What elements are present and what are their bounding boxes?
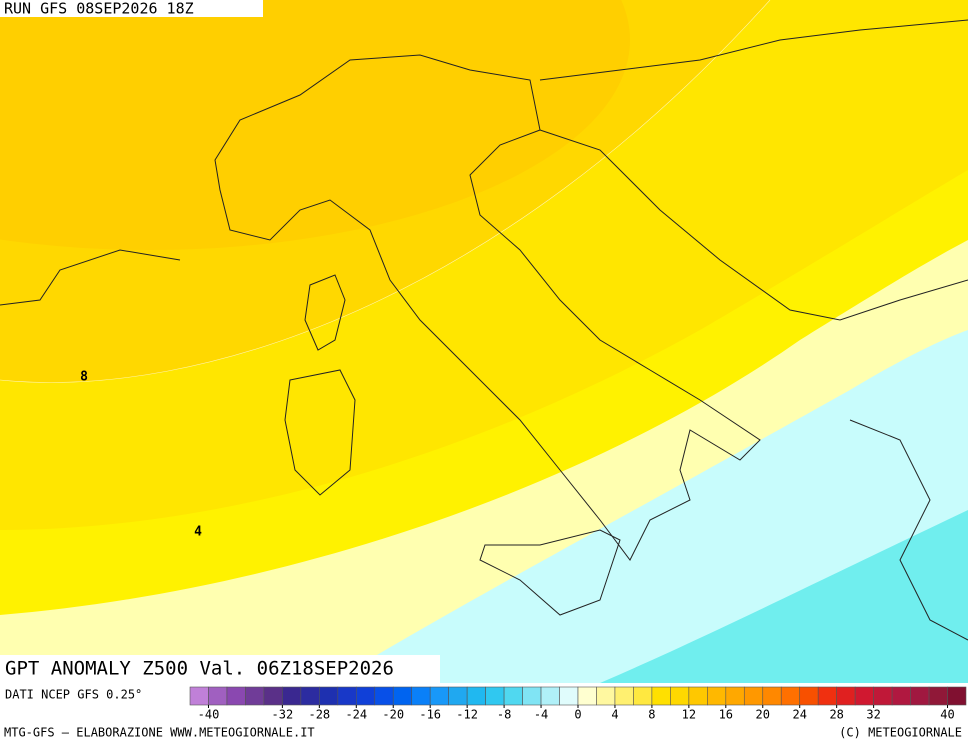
band-cyan — [600, 510, 968, 683]
colorbar-tick-label: 4 — [611, 708, 618, 722]
colorbar-box — [707, 686, 727, 706]
colorbar-tick-label: 40 — [940, 708, 954, 722]
colorbar-tick-label: 28 — [829, 708, 843, 722]
title-box — [0, 655, 440, 683]
greece — [849, 419, 968, 641]
colorbar-box — [355, 686, 376, 706]
colorbar-box — [651, 686, 671, 706]
colorbar-box — [799, 686, 819, 706]
colorbar-box — [189, 686, 209, 706]
colorbar-tick-label: -32 — [272, 708, 294, 722]
colorbar-box — [300, 686, 320, 706]
colorbar-box — [762, 686, 782, 706]
colorbar-box — [263, 686, 283, 706]
source-label: DATI NCEP GFS 0.25° — [5, 688, 142, 702]
colorbar-box — [540, 686, 560, 706]
colorbar-tick-label: -16 — [419, 708, 441, 722]
colorbar-box — [873, 686, 893, 706]
colorbar-box — [337, 686, 357, 706]
colorbar-box — [577, 686, 597, 706]
colorbar-box — [559, 686, 579, 706]
colorbar-box — [596, 686, 616, 706]
colorbar-tick-label: 32 — [866, 708, 880, 722]
footer-left: MTG-GFS — ELABORAZIONE WWW.METEOGIORNALE… — [4, 726, 315, 740]
french-coast — [0, 249, 181, 306]
colorbar-box — [392, 686, 413, 706]
colorbar-box — [485, 686, 505, 706]
colorbar-tick-label: 0 — [574, 708, 581, 722]
colorbar-box — [282, 686, 302, 706]
colorbar-tick-label: 12 — [682, 708, 696, 722]
colorbar-box — [374, 686, 394, 706]
run-label: RUN GFS 08SEP2026 18Z — [4, 0, 194, 18]
colorbar-box — [854, 686, 874, 706]
colorbar-tick-label: -28 — [308, 708, 330, 722]
colorbar-box — [891, 686, 911, 706]
colorbar-tick-label: -40 — [198, 708, 220, 722]
colorbar-box — [466, 686, 486, 706]
italy — [214, 54, 761, 561]
contour-line — [0, 0, 771, 383]
colorbar-tick-label: -12 — [456, 708, 478, 722]
run-box — [0, 0, 263, 17]
corsica — [304, 274, 346, 351]
colorbar-box — [633, 686, 653, 706]
band-max — [0, 0, 630, 250]
colorbar-tick-label: -20 — [382, 708, 404, 722]
colorbar-box — [688, 686, 708, 706]
coastlines — [0, 19, 968, 641]
colorbar-box — [614, 686, 634, 706]
colorbar-tick-label: 20 — [756, 708, 770, 722]
map-title: GPT ANOMALY Z500 Val. 06Z18SEP2026 — [5, 658, 394, 680]
colorbar: -40 -32 -28 -24 -20 -16 -12 -8 -4 0 4 8 12 16 20 24 28 32… — [189, 686, 967, 722]
colorbar-box — [411, 686, 431, 706]
colorbar-box — [670, 686, 690, 706]
colorbar-box — [780, 686, 801, 706]
colorbar-box — [910, 686, 930, 706]
colorbar-box — [429, 686, 449, 706]
contour-label: 4 — [194, 525, 202, 540]
colorbar-box — [226, 686, 246, 706]
colorbar-tick-label: -4 — [534, 708, 548, 722]
colorbar-box — [928, 686, 948, 706]
footer-right: (C) METEOGIORNALE — [839, 726, 962, 740]
colorbar-box — [947, 686, 967, 706]
colorbar-box — [522, 686, 542, 706]
colorbar-tick-label: 8 — [648, 708, 655, 722]
map: 8 4 — [0, 0, 968, 683]
colorbar-tick-label: -24 — [345, 708, 367, 722]
colorbar-box — [319, 686, 339, 706]
colorbar-tick-label: 16 — [719, 708, 733, 722]
colorbar-tick-label: 24 — [792, 708, 806, 722]
colorbar-box — [725, 686, 745, 706]
colorbar-box — [817, 686, 837, 706]
colorbar-box — [448, 686, 468, 706]
sicily — [479, 529, 621, 616]
colorbar-box — [245, 686, 265, 706]
colorbar-box — [503, 686, 523, 706]
contour-label: 8 — [80, 370, 88, 385]
border — [539, 19, 968, 81]
colorbar-box — [208, 686, 228, 706]
balkan-coast — [539, 129, 968, 321]
sardinia — [284, 369, 356, 496]
colorbar-box — [743, 686, 764, 706]
colorbar-tick-label: -8 — [497, 708, 511, 722]
colorbar-box — [836, 686, 856, 706]
